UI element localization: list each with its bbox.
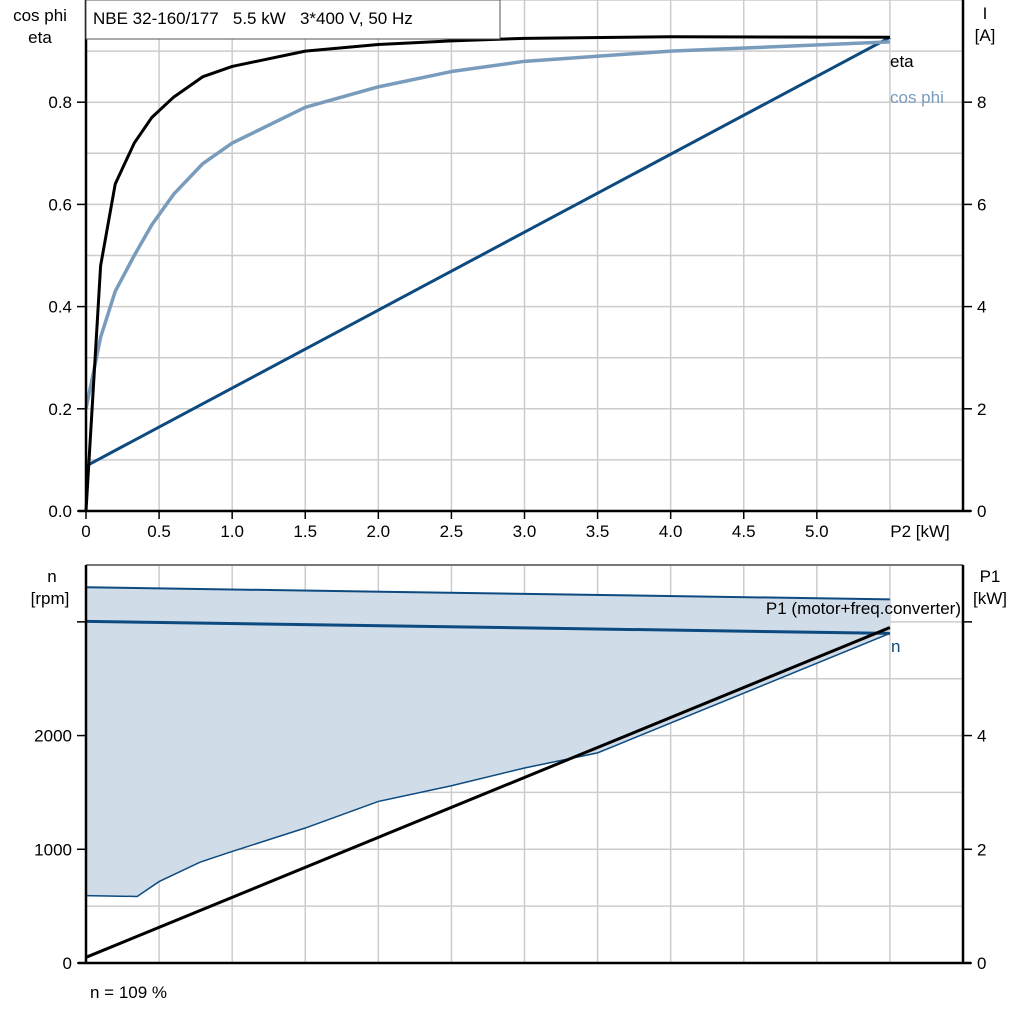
x-tick-label: 4.5 (732, 522, 756, 541)
current-line (85, 35, 891, 468)
x-tick-label: 3.5 (586, 522, 610, 541)
p1-line (85, 626, 891, 959)
y-right-tick-label: 2 (977, 840, 986, 859)
x-tick-label: 5.0 (805, 522, 829, 541)
y-left-tick-label: 0.4 (48, 298, 72, 317)
y-right-tick-label: 2 (977, 400, 986, 419)
x-tick-label: 1.5 (293, 522, 317, 541)
x-tick-label: 2.0 (367, 522, 391, 541)
bottom-left-ylabel-2: [rpm] (31, 589, 70, 608)
cos-phi-label: cos phi (890, 88, 944, 107)
x-tick-label: 0 (81, 522, 90, 541)
speed-min-line (85, 632, 891, 898)
top-grid (86, 0, 963, 511)
y-right-tick-label: 4 (977, 298, 986, 317)
n-label: n (891, 637, 900, 656)
x-tick-label: 4.0 (659, 522, 683, 541)
y-right-tick-label: 8 (977, 93, 986, 112)
speed-max-line (85, 586, 890, 601)
top-left-ylabel-2: eta (28, 28, 52, 47)
title-box (85, 0, 501, 40)
p1-label: P1 (motor+freq.converter) (766, 599, 961, 618)
cos-phi-line (84, 40, 890, 410)
speed-range-area (86, 587, 890, 897)
x-tick-label: 1.0 (220, 522, 244, 541)
y-left-tick-label: 0.6 (48, 195, 72, 214)
eta-line (84, 35, 890, 512)
x-tick-label: 3.0 (513, 522, 537, 541)
bottom-left-ylabel-1: n (47, 567, 56, 586)
axes: 0.0 0.2 0.4 0.6 0.8 0 2 4 6 8 0 0.5 1.0 1.5 2.0 2.5 3.0 3… (34, 0, 986, 973)
chart-marks (84, 35, 891, 959)
chart-title: NBE 32-160/177 5.5 kW 3*400 V, 50 Hz (93, 9, 413, 28)
bottom-right-ylabel-2: [kW] (973, 589, 1007, 608)
y-right-tick-label: 6 (977, 195, 986, 214)
x-tick-label: 0.5 (147, 522, 171, 541)
y-left-tick-label: 2000 (34, 727, 72, 746)
y-left-tick-label: 0.0 (48, 502, 72, 521)
eta-label: eta (890, 52, 914, 71)
y-left-tick-label: 0.2 (48, 400, 72, 419)
speed-line (85, 619, 890, 635)
y-left-tick-label: 1000 (34, 840, 72, 859)
y-right-tick-label: 4 (977, 727, 986, 746)
y-right-tick-label: 0 (977, 954, 986, 973)
y-right-tick-label: 0 (977, 502, 986, 521)
top-right-ylabel-1: I (983, 4, 988, 23)
top-right-ylabel-2: [A] (975, 26, 996, 45)
x-tick-label: 2.5 (440, 522, 464, 541)
speed-annotation: n = 109 % (90, 983, 167, 1002)
y-left-tick-label: 0 (63, 954, 72, 973)
y-left-tick-label: 0.8 (48, 93, 72, 112)
top-left-ylabel-1: cos phi (13, 6, 67, 25)
bottom-right-ylabel-1: P1 (980, 567, 1001, 586)
x-axis-label: P2 [kW] (890, 522, 950, 541)
